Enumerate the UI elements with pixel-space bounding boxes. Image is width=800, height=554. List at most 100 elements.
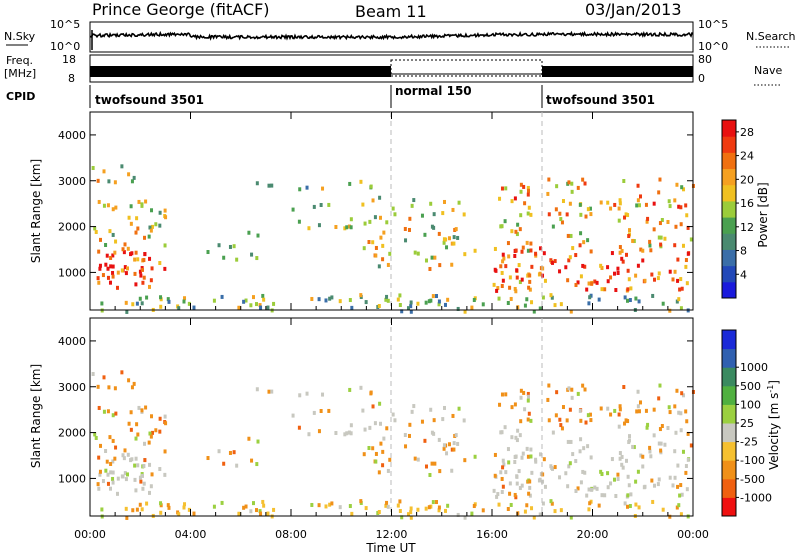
velocity-cell	[636, 469, 640, 474]
power-cell	[259, 305, 263, 310]
freq-strip: Freq. [MHz] 18 8 80 0 Nave	[4, 53, 782, 86]
power-colorbar-swatch	[722, 152, 736, 170]
velocity-cell	[404, 444, 408, 449]
power-cell	[527, 205, 531, 210]
power-cell	[676, 278, 680, 283]
power-colorbar-swatch	[722, 200, 736, 218]
power-cell	[481, 302, 485, 307]
velocity-cell	[379, 441, 383, 446]
velocity-cell	[158, 467, 162, 472]
power-cell	[412, 198, 416, 203]
velocity-cell	[506, 507, 510, 512]
velocity-cell	[627, 440, 631, 445]
velocity-cell	[251, 501, 255, 506]
velocity-cell	[104, 468, 108, 473]
velocity-cell	[410, 409, 414, 414]
power-cell	[106, 203, 110, 208]
power-cell	[550, 295, 554, 300]
power-cell	[255, 256, 259, 261]
power-cell	[538, 271, 542, 276]
power-cell	[254, 302, 258, 307]
power-cell	[508, 275, 512, 280]
velocity-cell	[373, 421, 377, 426]
velocity-cell	[500, 430, 504, 435]
velocity-cell	[641, 454, 645, 459]
power-cell	[163, 208, 167, 213]
velocity-cell	[377, 470, 381, 475]
velocity-cell	[526, 391, 530, 396]
power-cell	[113, 250, 117, 255]
power-cell	[571, 246, 575, 251]
velocity-cell	[111, 480, 115, 485]
power-cell	[663, 236, 667, 241]
date-title: 03/Jan/2013	[585, 0, 682, 19]
velocity-cell	[97, 455, 101, 460]
velocity-cell	[558, 475, 562, 480]
velocity-cell	[551, 430, 555, 435]
velocity-cell	[298, 393, 302, 398]
velocity-cell	[261, 499, 265, 504]
velocity-cell	[256, 439, 260, 444]
velocity-cell	[385, 426, 389, 431]
power-cell	[242, 299, 246, 304]
velocity-cell	[109, 470, 113, 475]
power-cell	[163, 243, 167, 248]
power-cell	[391, 206, 395, 211]
power-cell	[371, 198, 375, 203]
velocity-cell	[378, 401, 382, 406]
power-cell	[528, 273, 532, 278]
power-cell	[520, 277, 524, 282]
velocity-cell	[442, 446, 446, 451]
power-cell	[527, 285, 531, 290]
velocity-cell	[242, 505, 246, 510]
velocity-colorbar-swatch	[722, 348, 736, 368]
velocity-cell	[576, 391, 580, 396]
y-tick-label: 2000	[58, 427, 86, 440]
velocity-cell	[472, 504, 476, 509]
power-cell	[312, 204, 316, 209]
power-cell	[98, 263, 102, 268]
velocity-cell	[519, 395, 523, 400]
velocity-cell	[388, 457, 392, 462]
velocity-cell	[437, 508, 441, 513]
velocity-cell	[515, 438, 519, 443]
velocity-cell	[555, 390, 559, 395]
power-cell	[509, 296, 513, 301]
power-cell	[361, 202, 365, 207]
power-cell	[367, 240, 371, 245]
power-cell	[384, 297, 388, 302]
velocity-cell	[618, 404, 622, 409]
power-panel: 1000 2000 3000 4000 Slant Range [km] 4 8 12 16…	[29, 111, 770, 314]
velocity-cell	[617, 424, 621, 429]
velocity-cell	[307, 432, 311, 437]
velocity-cell	[643, 484, 647, 489]
power-cell	[559, 217, 563, 222]
power-cell	[456, 235, 460, 240]
velocity-cell	[409, 515, 413, 520]
velocity-cell	[138, 502, 142, 507]
velocity-cell	[450, 447, 454, 452]
velocity-colorbar-swatch	[722, 497, 736, 517]
velocity-cell	[406, 512, 410, 517]
power-cell	[659, 242, 663, 247]
velocity-cell	[321, 392, 325, 397]
power-cell	[574, 282, 578, 287]
velocity-cell	[429, 407, 433, 412]
power-colorbar-tick: 4	[740, 268, 747, 281]
velocity-cell	[143, 441, 147, 446]
velocity-cell	[618, 451, 622, 456]
power-cell	[349, 217, 353, 222]
velocity-cell	[677, 410, 681, 415]
velocity-cell	[121, 453, 125, 458]
power-cell	[416, 301, 420, 306]
velocity-cell	[606, 471, 610, 476]
velocity-colorbar-swatch	[722, 478, 736, 498]
velocity-cell	[657, 441, 661, 446]
velocity-cell	[327, 408, 331, 413]
velocity-cell	[330, 501, 334, 506]
velocity-cell	[416, 507, 420, 512]
power-cell	[493, 246, 497, 251]
power-colorbar: 4 8 12 16 20 24 28	[721, 119, 754, 299]
power-cell	[400, 309, 404, 314]
power-cell	[266, 305, 270, 310]
